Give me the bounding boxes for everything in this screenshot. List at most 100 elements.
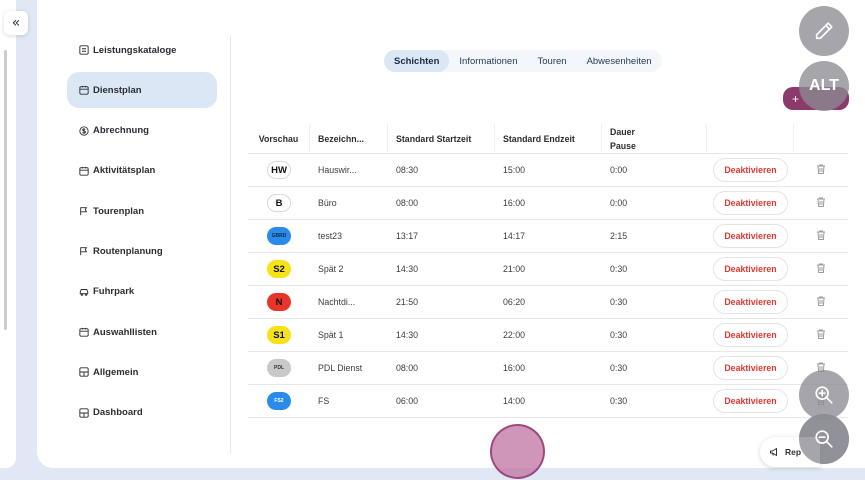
left-panel (0, 0, 16, 468)
sidebar-item-fuhrpark[interactable]: Fuhrpark (67, 274, 217, 310)
pause-cell: 2:15 (610, 231, 628, 241)
trash-icon[interactable] (815, 196, 827, 210)
end-cell: 15:00 (503, 165, 526, 175)
pencil-icon (815, 22, 833, 40)
end-cell: 16:00 (503, 198, 526, 208)
trash-icon[interactable] (815, 295, 827, 309)
zoom-out-fab-overlay[interactable] (799, 414, 849, 464)
sidebar-item-label: Abrechnung (93, 125, 149, 137)
shift-badge: N (267, 293, 291, 311)
collapse-sidebar-button[interactable]: « (4, 11, 28, 35)
pause-cell: 0:00 (610, 198, 628, 208)
table-row[interactable]: PDL PDL Dienst 08:00 16:00 0:30 Deaktivieren (248, 352, 848, 385)
table-row[interactable]: B Büro 08:00 16:00 0:00 Deaktivieren (248, 187, 848, 220)
action-cell: Deaktivieren (707, 352, 794, 384)
sidebar-item-label: Dashboard (93, 407, 143, 419)
preview-cell: HW (248, 154, 310, 186)
shift-badge: B (267, 194, 291, 212)
deactivate-button[interactable]: Deaktivieren (713, 224, 788, 248)
car-icon (79, 287, 89, 297)
table-row[interactable]: HW Hauswir... 08:30 15:00 0:00 Deaktivieren (248, 154, 848, 187)
sidebar-item-label: Leistungskataloge (93, 44, 177, 56)
preview-cell: S1 (248, 319, 310, 351)
trash-icon[interactable] (815, 328, 827, 342)
add-button-label: + (792, 91, 800, 106)
delete-cell (794, 319, 848, 351)
calendar-icon (79, 327, 89, 337)
preview-cell: PDL (248, 352, 310, 384)
header-action (707, 123, 794, 154)
sidebar-item-auswahllisten[interactable]: Auswahllisten (67, 314, 217, 350)
pause-cell: 0:30 (610, 363, 628, 373)
trash-icon[interactable] (815, 361, 827, 375)
sidebar-item-allgemein[interactable]: Allgemein (67, 354, 217, 390)
sidebar-item-label: Routenplanung (93, 245, 163, 257)
tab-abwesenheiten[interactable]: Abwesenheiten (586, 55, 652, 67)
deactivate-button[interactable]: Deaktivieren (713, 290, 788, 314)
tab-schichten[interactable]: Schichten (384, 50, 450, 72)
table-row[interactable]: GBRD test23 13:17 14:17 2:15 Deaktivieren (248, 220, 848, 253)
name-cell: Büro (318, 197, 337, 208)
name-cell: Nachtdi... (318, 296, 356, 307)
grid-icon (79, 408, 89, 418)
edit-fab[interactable] (799, 6, 849, 56)
left-scrollbar[interactable] (4, 50, 7, 330)
sidebar-item-leistungskataloge[interactable]: Leistungskataloge (67, 32, 217, 68)
deactivate-button[interactable]: Deaktivieren (713, 389, 788, 413)
start-cell: 14:30 (396, 264, 419, 274)
deactivate-button[interactable]: Deaktivieren (713, 191, 788, 215)
deactivate-button[interactable]: Deaktivieren (713, 257, 788, 281)
end-cell: 16:00 (503, 363, 526, 373)
deactivate-button[interactable]: Deaktivieren (713, 323, 788, 347)
trash-icon[interactable] (815, 163, 827, 177)
alt-fab[interactable]: ALT (799, 61, 849, 111)
pause-cell: 0:30 (610, 396, 628, 406)
double-chevron-left-icon: « (11, 15, 21, 31)
trash-icon[interactable] (815, 229, 827, 243)
preview-cell: S2 (248, 253, 310, 285)
tab-informationen[interactable]: Informationen (459, 55, 518, 67)
sidebar-item-label: Fuhrpark (93, 286, 135, 298)
sidebar-item-label: Allgemein (93, 366, 139, 378)
sidebar-item-label: Aktivitätsplan (93, 165, 156, 177)
sidebar-item-tourenplan[interactable]: Tourenplan (67, 193, 217, 229)
start-cell: 08:30 (396, 165, 419, 175)
name-cell: PDL Dienst (318, 362, 363, 373)
sidebar-item-dienstplan[interactable]: Dienstplan (67, 72, 217, 109)
shift-badge: S2 (267, 260, 291, 278)
name-cell: FS (318, 395, 330, 406)
trash-icon[interactable] (815, 262, 827, 276)
grid-icon (79, 367, 89, 377)
tab-bar: Schichten Informationen Touren Abwesenheite… (384, 50, 662, 72)
shift-badge: PDL (267, 359, 291, 377)
sidebar-item-abrechnung[interactable]: Abrechnung (67, 113, 217, 149)
table-row[interactable]: FS2 FS 06:00 14:00 0:30 Deaktivieren (248, 385, 848, 418)
zoom-out-overlay-icon (815, 430, 833, 448)
deactivate-button[interactable]: Deaktivieren (713, 356, 788, 380)
table-row[interactable]: S2 Spät 2 14:30 21:00 0:30 Deaktivieren (248, 253, 848, 286)
zoom-in-fab[interactable] (799, 370, 849, 420)
catalog-icon (79, 45, 89, 55)
name-cell: Hauswir... (318, 164, 357, 175)
action-cell: Deaktivieren (707, 253, 794, 285)
sidebar-item-dashboard[interactable]: Dashboard (67, 395, 217, 431)
action-cell: Deaktivieren (707, 319, 794, 351)
header-name[interactable]: Bezeichn... (310, 123, 388, 154)
header-pause-line2: Pause (610, 140, 636, 151)
table-row[interactable]: N Nachtdi... 21:50 06:20 0:30 Deaktivieren (248, 286, 848, 319)
dollar-icon (79, 125, 89, 136)
calendar-icon (79, 85, 89, 95)
table-row[interactable]: S1 Spät 1 14:30 22:00 0:30 Deaktivieren (248, 319, 848, 352)
sidebar-item-routenplanung[interactable]: Routenplanung (67, 233, 217, 269)
start-cell: 08:00 (396, 198, 419, 208)
sidebar-item-aktivitätsplan[interactable]: Aktivitätsplan (67, 153, 217, 189)
deactivate-button[interactable]: Deaktivieren (713, 158, 788, 182)
action-cell: Deaktivieren (707, 385, 794, 417)
header-pause-text: Dauer Pause (610, 125, 636, 153)
name-cell: Spät 2 (318, 263, 344, 274)
sidebar-item-label: Dienstplan (93, 84, 142, 96)
tab-touren[interactable]: Touren (537, 55, 567, 67)
report-label: Rep (785, 447, 802, 457)
end-cell: 21:00 (503, 264, 526, 274)
shift-badge: HW (267, 161, 291, 179)
